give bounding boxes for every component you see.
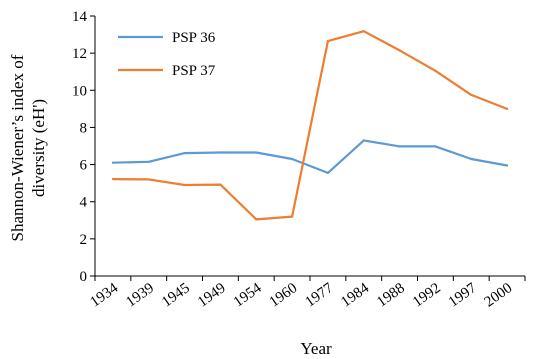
data-point <box>147 160 150 163</box>
data-point <box>326 171 330 175</box>
y-tick-label: 10 <box>72 83 87 99</box>
y-tick-label: 6 <box>80 158 88 174</box>
data-point <box>111 177 115 181</box>
x-tick-label: 1984 <box>338 280 372 311</box>
legend-label: PSP 36 <box>172 30 216 46</box>
y-tick-label: 12 <box>72 46 87 62</box>
x-tick-label: 1954 <box>231 280 265 311</box>
y-tick-label: 2 <box>80 232 88 248</box>
data-point <box>183 183 186 187</box>
x-tick-label: 1949 <box>195 280 229 310</box>
data-point <box>147 178 150 181</box>
series-layer <box>111 30 509 221</box>
data-point <box>505 107 509 110</box>
data-point <box>183 151 186 155</box>
x-tick-label: 1988 <box>374 280 408 310</box>
data-point <box>470 157 473 161</box>
y-axis-title-line-1: Shannon-Wiener’s index of <box>8 54 27 241</box>
y-tick-label: 0 <box>80 269 88 285</box>
series-line-psp-37 <box>112 30 508 221</box>
series-line-psp-36 <box>112 139 508 174</box>
legend-label: PSP 37 <box>172 63 216 79</box>
y-tick-label: 14 <box>72 9 88 25</box>
data-point <box>219 183 222 186</box>
data-point <box>362 139 365 142</box>
data-point <box>255 218 258 221</box>
data-point <box>219 151 222 154</box>
data-point <box>505 164 509 167</box>
x-tick-label: 1992 <box>410 280 444 310</box>
data-point <box>434 69 437 72</box>
x-axis-ticks: 1934 1939 1945 1949 1954 1960 1977 1984 1988 1992… <box>87 276 526 311</box>
data-point <box>398 49 401 52</box>
y-tick-label: 8 <box>80 120 88 136</box>
x-tick-label: 1934 <box>87 280 121 311</box>
data-point <box>326 39 330 43</box>
data-point <box>434 145 437 148</box>
x-tick-label: 1960 <box>267 280 301 310</box>
data-point <box>290 157 294 161</box>
x-tick-label: 1997 <box>446 280 480 311</box>
axes <box>94 16 525 277</box>
y-axis-title: Shannon-Wiener’s index of diversity (eH'… <box>8 54 48 241</box>
data-point <box>470 93 473 97</box>
legend: PSP 36 PSP 37 <box>118 30 216 79</box>
x-axis-title: Year <box>300 339 332 358</box>
x-tick-label: 2000 <box>482 280 516 310</box>
y-axis-title-line-2: diversity (eH') <box>29 99 48 197</box>
y-axis-ticks: 0 2 4 6 8 10 12 14 <box>72 9 95 285</box>
data-point <box>111 161 115 164</box>
y-tick-label: 4 <box>80 195 88 211</box>
data-point <box>255 151 258 154</box>
x-tick-label: 1939 <box>123 280 157 310</box>
data-point <box>398 145 401 148</box>
data-point <box>290 215 294 218</box>
x-tick-label: 1977 <box>302 280 336 311</box>
x-tick-label: 1945 <box>159 280 193 310</box>
data-point <box>362 30 365 33</box>
